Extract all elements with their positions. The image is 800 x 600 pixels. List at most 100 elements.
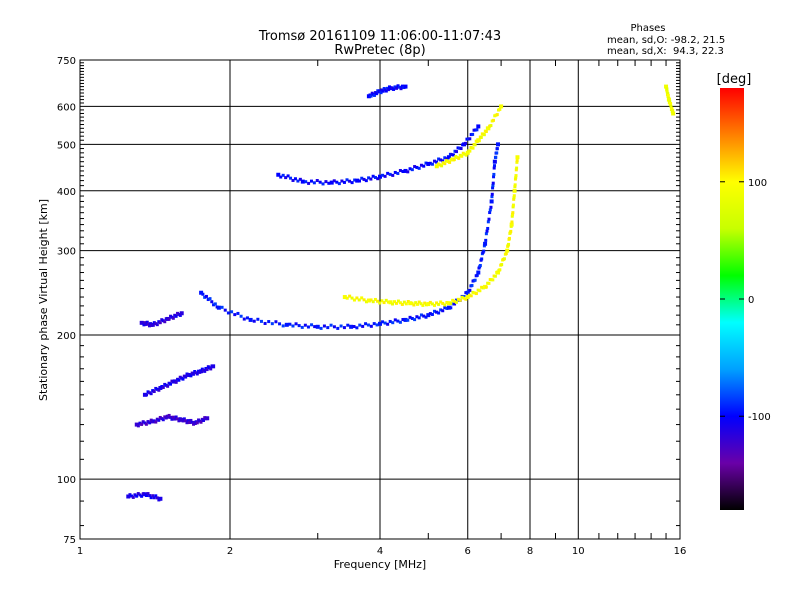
echo-point (248, 317, 253, 322)
echo-point (245, 316, 249, 320)
echo-point (482, 133, 486, 137)
echo-point (126, 494, 131, 499)
echo-point (144, 322, 148, 326)
echo-point (491, 186, 495, 190)
echo-point (666, 97, 671, 102)
echo-point (239, 314, 243, 318)
echo-point (342, 295, 347, 300)
echo-point (426, 302, 431, 307)
echo-point (507, 242, 511, 246)
x-tick-label: 2 (227, 546, 233, 557)
echo-point (671, 111, 676, 116)
echo-point (310, 323, 314, 327)
echo-point (350, 296, 354, 300)
echo-point (462, 295, 466, 299)
echo-point (485, 229, 489, 233)
echo-point (279, 175, 283, 179)
echo-point (199, 369, 204, 374)
plot-grid (80, 60, 680, 539)
y-tick-label: 750 (57, 56, 76, 67)
echo-point (358, 323, 362, 327)
echo-point (313, 325, 317, 329)
echo-point (304, 180, 308, 184)
echo-point (360, 296, 364, 300)
echo-point (493, 274, 497, 278)
echo-point (495, 142, 500, 147)
echo-point (205, 416, 210, 421)
echo-point (410, 168, 414, 172)
echo-point (312, 181, 316, 185)
echo-point (383, 321, 387, 325)
echo-point (130, 494, 134, 498)
echo-point (412, 303, 416, 307)
echo-point (169, 415, 173, 419)
echo-point (335, 180, 339, 184)
echo-point (186, 419, 190, 423)
echo-point (495, 113, 499, 117)
echo-point (329, 323, 333, 327)
echo-point (415, 315, 419, 319)
phase-stats-title: Phases (630, 23, 665, 34)
echo-point (495, 151, 499, 155)
echo-point (451, 302, 455, 306)
echo-point (512, 196, 516, 200)
echo-point (352, 298, 356, 302)
echo-point (208, 297, 212, 301)
echo-point (464, 297, 468, 301)
colorbar-tick-label: 0 (748, 295, 754, 306)
echo-point (443, 162, 447, 166)
echo-point (383, 174, 387, 178)
echo-point (512, 188, 517, 193)
echo-point (478, 264, 482, 268)
echo-point (158, 496, 163, 501)
echo-point (665, 90, 669, 94)
echo-point (131, 495, 135, 499)
echo-point (458, 146, 462, 150)
echo-point (514, 168, 518, 172)
x-tick-label: 8 (527, 546, 533, 557)
echo-point (381, 173, 385, 177)
echo-point (371, 300, 375, 304)
echo-point (498, 268, 502, 272)
echo-point (435, 301, 439, 305)
echo-point (322, 324, 326, 328)
echo-point (446, 159, 450, 163)
echo-point (189, 418, 193, 422)
echo-point (669, 105, 673, 109)
echo-point (388, 319, 392, 323)
echo-point (155, 387, 159, 391)
echo-point (201, 292, 205, 296)
echo-point (440, 164, 444, 168)
echo-point (148, 494, 152, 498)
echo-point (178, 313, 182, 317)
echo-point (457, 156, 461, 160)
echo-point (439, 308, 443, 312)
echo-point (379, 91, 383, 95)
echo-point (430, 302, 434, 306)
echo-point (513, 177, 517, 181)
echo-point (145, 320, 149, 324)
echo-point (492, 172, 496, 176)
echo-point (432, 159, 436, 163)
echo-point (495, 147, 499, 151)
echo-point (491, 181, 495, 185)
echo-point (456, 146, 460, 150)
echo-point (151, 494, 155, 498)
echo-point (270, 322, 274, 326)
echo-point (171, 316, 175, 320)
echo-point (441, 301, 445, 305)
echo-point (666, 92, 670, 96)
echo-point (140, 422, 144, 426)
echo-point (373, 175, 377, 179)
echo-point (297, 324, 301, 328)
echo-point (184, 419, 188, 423)
x-tick-label: 16 (674, 546, 687, 557)
echo-point (300, 325, 304, 329)
echo-point (288, 322, 292, 326)
echo-point (372, 322, 376, 326)
echo-point (514, 175, 518, 179)
echo-point (135, 494, 139, 498)
echo-point (362, 177, 366, 181)
echo-point (315, 324, 320, 329)
echo-point (435, 310, 439, 314)
